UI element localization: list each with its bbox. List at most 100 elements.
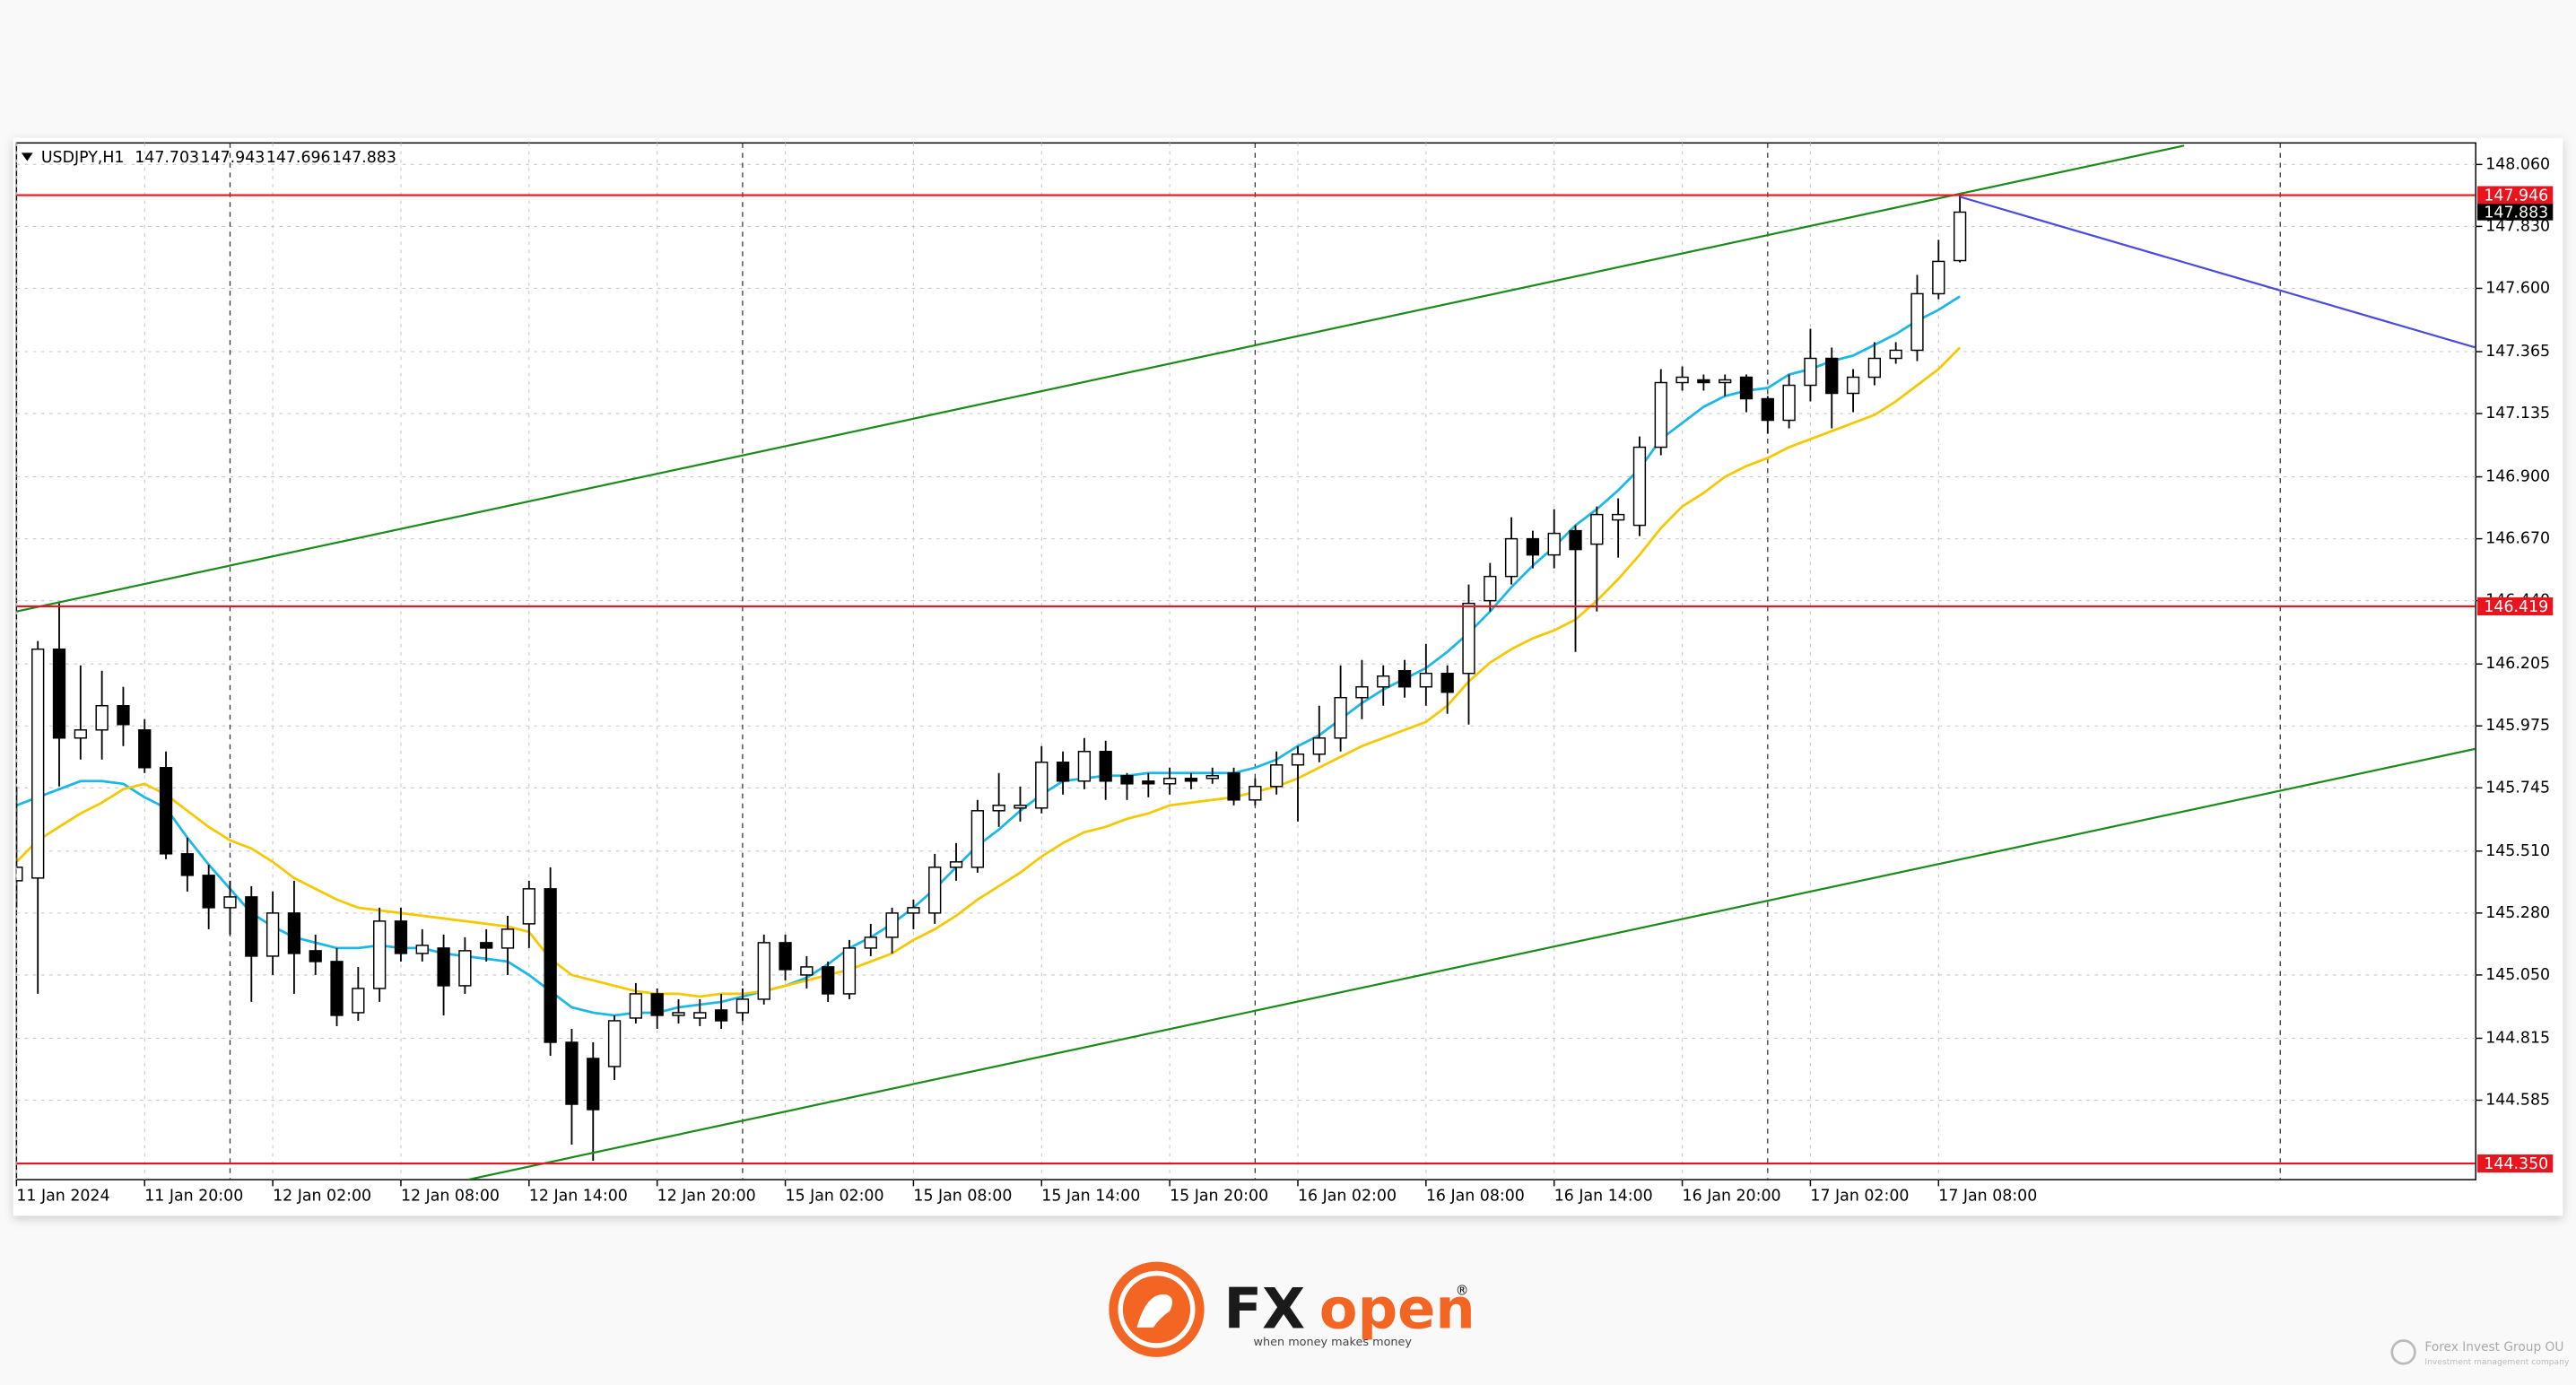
price-marker	[2477, 204, 2554, 221]
candle-body	[500, 928, 515, 949]
candle-body	[522, 888, 535, 925]
candle-body	[1632, 446, 1647, 527]
candle-body	[650, 993, 664, 1016]
moving-average	[16, 346, 1962, 998]
candle-body	[480, 942, 493, 949]
candle-body	[928, 867, 942, 914]
quote-open: 147.703	[135, 149, 199, 167]
y-tick-label: 145.510	[2485, 842, 2550, 860]
candle-body	[800, 966, 814, 976]
brand-reg: ®	[1456, 1284, 1469, 1299]
level-marker	[2477, 1154, 2554, 1173]
x-tick-label: 12 Jan 14:00	[529, 1187, 628, 1205]
candle-body	[735, 998, 750, 1014]
candle-body	[1142, 780, 1155, 785]
candle-body	[265, 912, 280, 957]
quote-high: 147.943	[201, 149, 265, 167]
candle-body	[907, 907, 920, 914]
x-tick-label: 16 Jan 08:00	[1426, 1187, 1525, 1205]
candle-body	[1910, 292, 1924, 352]
company-icon	[2390, 1339, 2416, 1365]
logo-dragon	[1136, 1294, 1173, 1328]
y-tick-label: 144.585	[2485, 1092, 2550, 1110]
candle-body	[1099, 751, 1112, 782]
candle-body	[309, 950, 322, 963]
candle-body	[180, 853, 195, 876]
company-name: Forex Invest Group OU	[2424, 1340, 2563, 1355]
candle-body	[1014, 805, 1027, 809]
y-tick-label: 146.900	[2485, 468, 2550, 486]
x-tick-label: 15 Jan 14:00	[1041, 1187, 1140, 1205]
candle-body	[779, 942, 792, 971]
candle-body	[1719, 379, 1732, 384]
candle-body	[1162, 778, 1177, 785]
x-tick-label: 12 Jan 08:00	[401, 1187, 500, 1205]
candle-body	[672, 1012, 685, 1016]
candle-body	[1312, 737, 1326, 755]
candle-body	[1397, 669, 1412, 688]
candle-body	[1184, 778, 1198, 782]
y-tick-label: 145.745	[2485, 779, 2550, 797]
candle-body	[1867, 357, 1882, 379]
trend-line	[1959, 196, 2476, 349]
candle-body	[714, 1009, 728, 1022]
candle-body	[1484, 575, 1497, 602]
y-tick-label: 145.280	[2485, 904, 2550, 922]
y-tick-label: 146.205	[2485, 655, 2550, 673]
x-tick-label: 17 Jan 02:00	[1810, 1187, 1909, 1205]
y-tick-label: 147.600	[2485, 279, 2550, 297]
candle-body	[822, 966, 835, 995]
candle-body	[31, 648, 45, 879]
candle-body	[1654, 381, 1667, 449]
candle-body	[1291, 753, 1305, 766]
candle-body	[330, 961, 344, 1016]
menu-arrow[interactable]	[21, 152, 33, 161]
candle-body	[1739, 376, 1754, 400]
price-label: 147.883	[2484, 204, 2548, 222]
candle-body	[607, 1020, 622, 1067]
candle-body	[757, 942, 770, 1000]
candle-body	[1205, 775, 1219, 780]
candle-body	[159, 767, 173, 855]
y-tick-label: 147.135	[2485, 405, 2550, 422]
candle-body	[1355, 685, 1369, 699]
candle-body	[1035, 762, 1049, 809]
candle-body	[223, 896, 237, 909]
candle-body	[74, 729, 87, 739]
symbol: USDJPY,H1	[41, 149, 125, 167]
candle-body	[202, 875, 215, 909]
candle-body	[138, 729, 152, 769]
x-tick-label: 12 Jan 20:00	[657, 1187, 756, 1205]
candle-body	[1120, 775, 1134, 785]
company-sub: Investment management company	[2424, 1358, 2570, 1367]
candle-body	[1504, 537, 1519, 578]
chart-panel	[13, 137, 2563, 1216]
candle-body	[1804, 357, 1817, 387]
candle-body	[1056, 762, 1070, 782]
level-label: 144.350	[2484, 1155, 2548, 1173]
brand-tagline: when money makes money	[1254, 1336, 1413, 1349]
axes-layer: 148.060 147.830 147.600 147.365 147.135 146.9…	[15, 155, 2554, 1205]
candle-body	[1547, 532, 1561, 556]
y-tick-label: 146.670	[2485, 530, 2550, 548]
x-tick-label: 15 Jan 02:00	[786, 1187, 884, 1205]
candle-body	[1782, 384, 1796, 422]
y-tick-label: 144.815	[2485, 1029, 2550, 1047]
x-tick-label: 11 Jan 20:00	[144, 1187, 243, 1205]
candle-body	[544, 888, 557, 1043]
candle-body	[587, 1058, 600, 1111]
x-tick-label: 12 Jan 02:00	[273, 1187, 371, 1205]
candle-body	[458, 950, 472, 987]
candle-body	[1761, 397, 1774, 422]
candle-body	[352, 988, 365, 1014]
candle-body	[1569, 529, 1582, 551]
candle-body	[287, 912, 301, 954]
level-label: 147.946	[2484, 187, 2548, 205]
candle-body	[394, 920, 408, 954]
level-marker	[2477, 186, 2554, 205]
candle-body	[1227, 772, 1240, 801]
y-tick-label: 145.050	[2485, 966, 2550, 984]
candle-body	[1846, 376, 1860, 395]
